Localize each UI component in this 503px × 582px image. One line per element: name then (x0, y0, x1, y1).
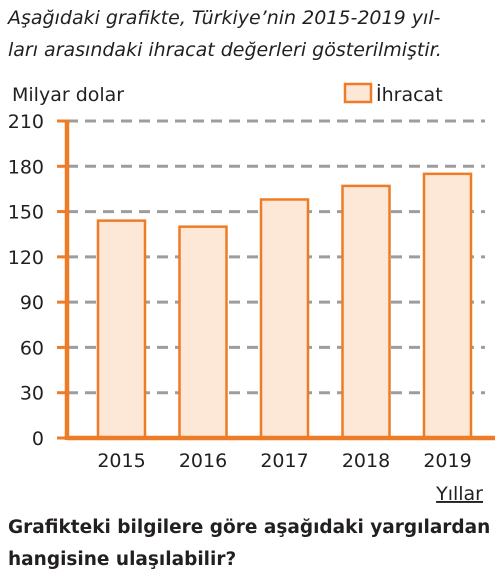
bars (96, 172, 473, 440)
x-tick-labels: 2015 2016 2017 2018 2019 (97, 450, 471, 472)
legend-swatch (343, 82, 373, 104)
y-tick-label: 60 (20, 337, 44, 359)
bar (341, 184, 391, 440)
y-tick-label: 90 (20, 292, 44, 314)
export-bar-chart: 0 30 60 90 120 150 180 210 2015 2016 2017 2018 2019… (8, 82, 495, 505)
question-line: hangisine ulaşılabilir? (8, 549, 237, 570)
y-tick-label: 30 (20, 383, 44, 405)
y-tick-label: 150 (8, 202, 44, 224)
intro-line: ları arasındaki ihracat değerleri göster… (8, 39, 442, 61)
y-tick-label: 180 (8, 156, 44, 178)
x-tick-label: 2018 (342, 450, 390, 472)
x-axis-label: Yıllar (435, 483, 483, 505)
x-tick-label: 2016 (179, 450, 227, 472)
axes (64, 120, 495, 441)
bar (422, 172, 473, 440)
y-axis-label: Milyar dolar (12, 84, 124, 106)
question-line: Grafikteki bilgilere göre aşağıdaki yarg… (8, 517, 491, 538)
bar (178, 225, 228, 440)
y-tick-labels: 0 30 60 90 120 150 180 210 (8, 111, 44, 450)
x-tick-label: 2015 (97, 450, 145, 472)
intro-text: Aşağıdaki grafikte, Türkiye’nin 2015-201… (8, 2, 500, 66)
legend-label: İhracat (376, 83, 443, 106)
y-tick-label: 210 (8, 111, 44, 133)
y-tick-label: 0 (32, 428, 44, 450)
legend: İhracat (343, 82, 443, 106)
intro-line: Aşağıdaki grafikte, Türkiye’nin 2015-201… (8, 7, 441, 29)
x-tick-label: 2019 (423, 450, 471, 472)
question-text: Grafikteki bilgilere göre aşağıdaki yarg… (8, 512, 503, 576)
bar (259, 198, 310, 440)
bar (96, 219, 147, 440)
y-tick-label: 120 (8, 247, 44, 269)
x-tick-label: 2017 (260, 450, 308, 472)
